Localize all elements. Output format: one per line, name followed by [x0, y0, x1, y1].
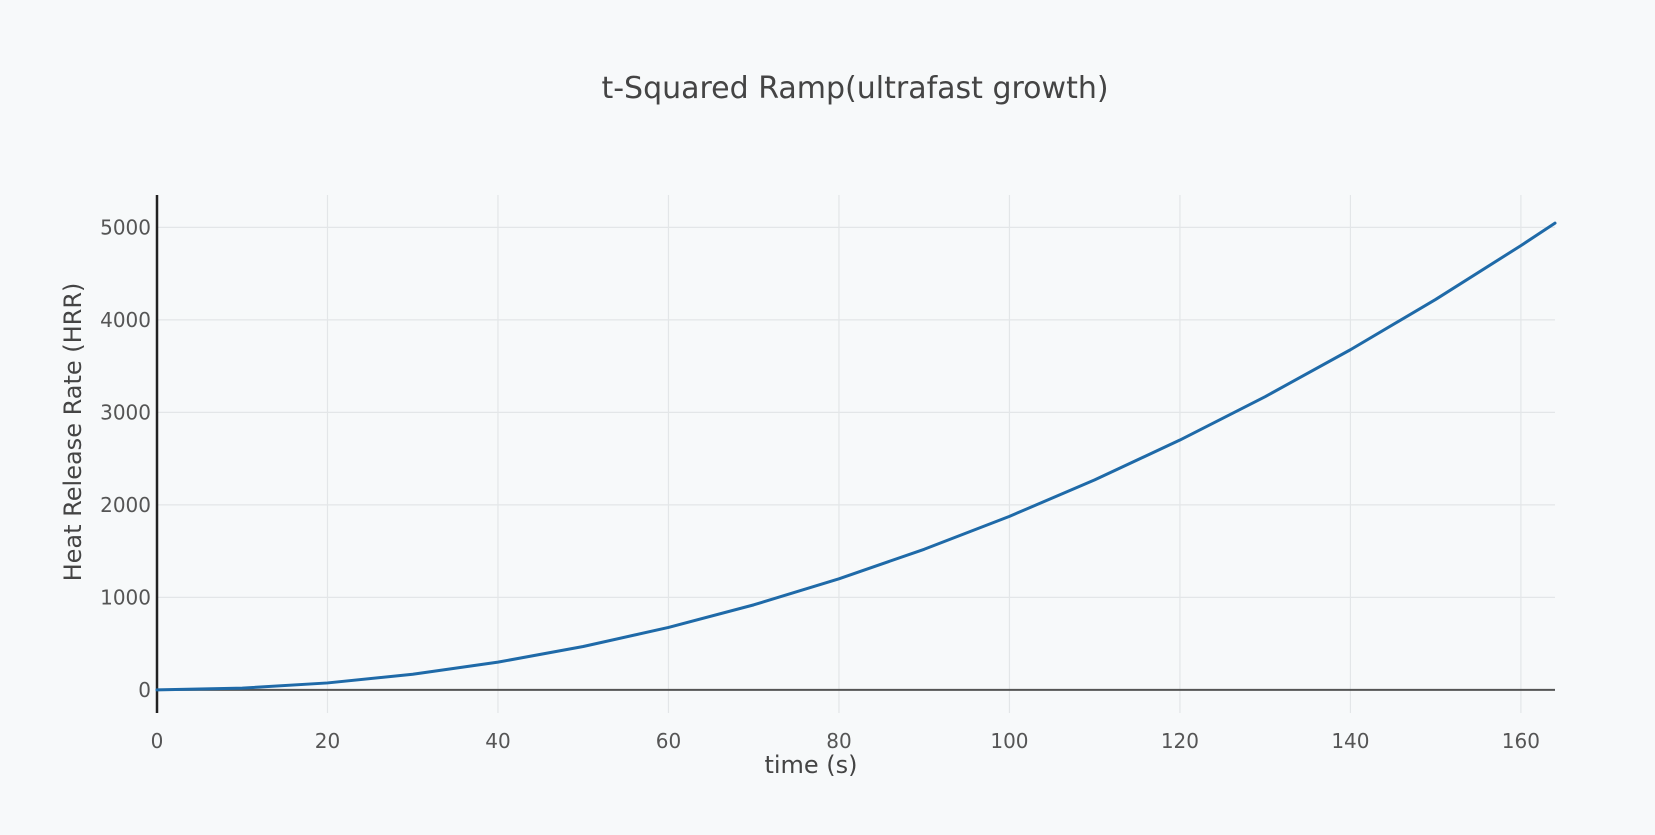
x-tick-label: 40 [485, 729, 510, 753]
y-tick-label: 4000 [100, 308, 151, 332]
x-tick-label: 20 [315, 729, 340, 753]
y-tick-label: 5000 [100, 215, 151, 239]
y-tick-label: 1000 [100, 585, 151, 609]
x-axis-title: time (s) [764, 751, 857, 779]
gridlines [157, 195, 1555, 713]
y-tick-label: 3000 [100, 400, 151, 424]
x-tick-label: 120 [1161, 729, 1199, 753]
y-tick-label: 0 [138, 678, 151, 702]
axes [155, 195, 1555, 713]
x-tick-label: 100 [990, 729, 1028, 753]
y-tick-label: 2000 [100, 493, 151, 517]
chart-title: t-Squared Ramp(ultrafast growth) [601, 71, 1108, 106]
x-tick-label: 140 [1331, 729, 1369, 753]
y-axis-title: Heat Release Rate (HRR) [59, 283, 87, 582]
tick-labels: 0 20 40 60 80 100 120 140 160 0 1000 2000 3000 4000 50… [100, 215, 1540, 753]
series-line [155, 221, 1557, 692]
x-tick-label: 80 [826, 729, 851, 753]
series-layer [155, 221, 1557, 692]
x-tick-label: 0 [151, 729, 164, 753]
x-tick-label: 160 [1502, 729, 1540, 753]
x-tick-label: 60 [656, 729, 681, 753]
